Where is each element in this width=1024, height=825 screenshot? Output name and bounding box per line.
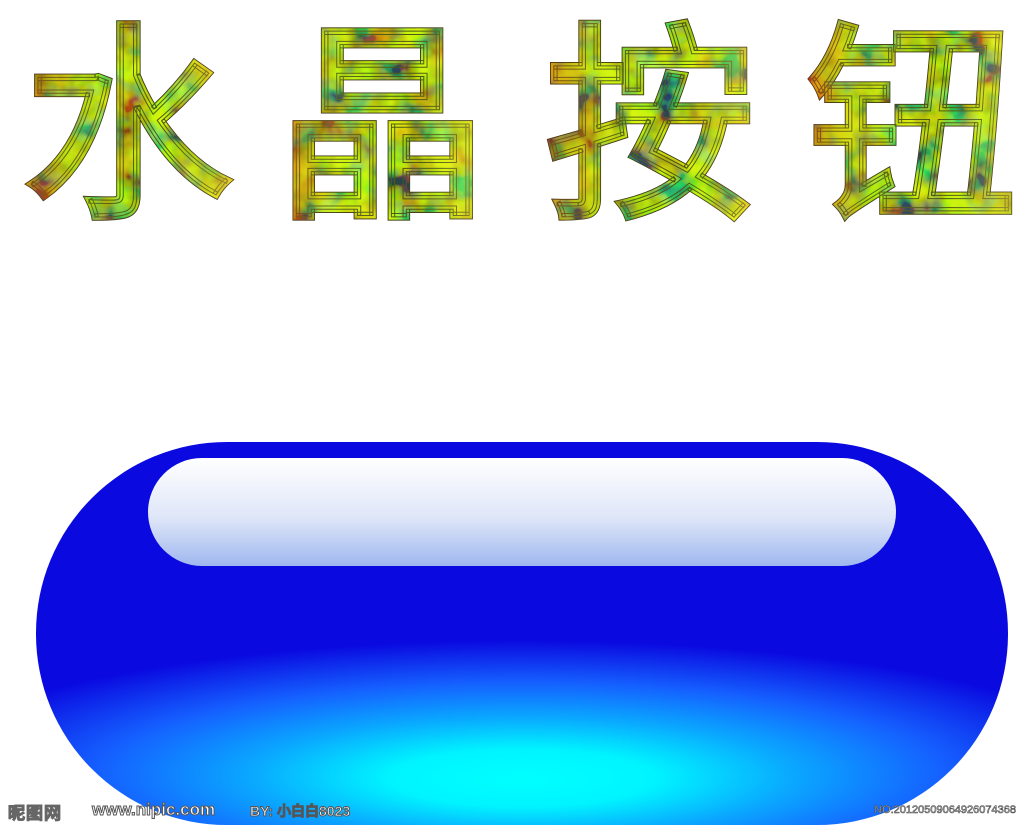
title-art: 水 晶 按 钮 水 晶 按 钮 [22,5,1017,241]
title-char-2: 晶 [277,5,487,240]
button-highlight [148,458,896,566]
watermark-author: BY: 小白白8023 [249,803,351,820]
crystal-button[interactable] [36,442,1008,825]
title-char-3: 按 [545,5,755,240]
watermark-bar: 昵图网 www.nipic.com BY: 小白白8023 NO:2012050… [0,796,1024,825]
watermark-number: NO:20120509064926074368 [874,804,1017,817]
title-char-1: 水 [23,5,234,240]
title-char-4: 钮 [807,5,1017,240]
watermark-site-name: 昵图网 [8,804,62,825]
watermark-url: www.nipic.com [91,800,216,820]
